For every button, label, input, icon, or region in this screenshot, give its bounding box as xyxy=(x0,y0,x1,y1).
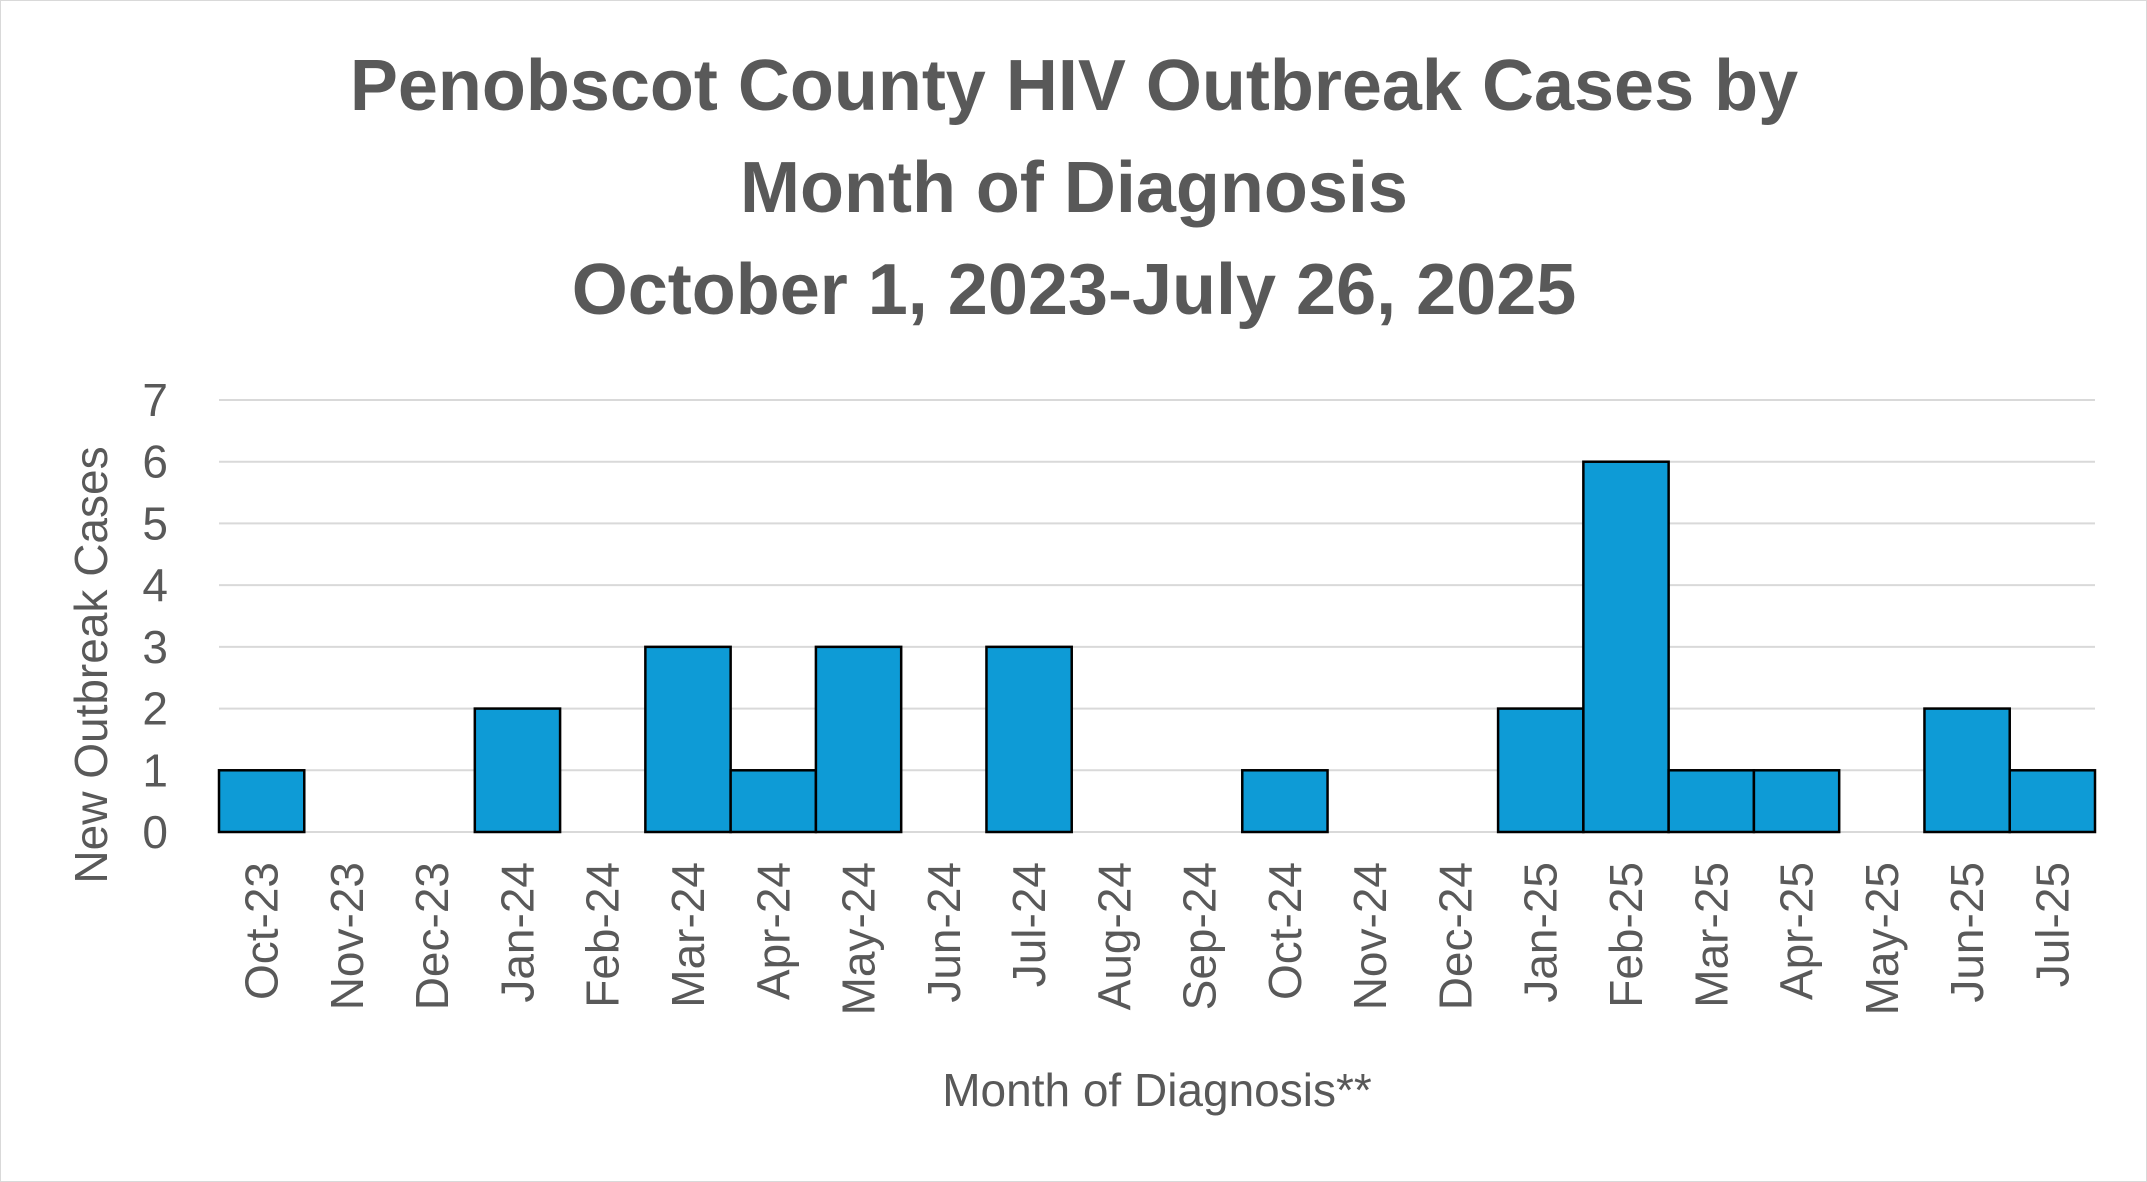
x-tick-label: May-24 xyxy=(833,862,885,1015)
bar-feb-25 xyxy=(1582,460,1670,834)
x-tick-label: May-25 xyxy=(1856,862,1908,1015)
chart-title-line-1: Penobscot County HIV Outbreak Cases by xyxy=(350,46,1798,126)
x-tick-label: Dec-23 xyxy=(406,862,458,1010)
bar-jan-24 xyxy=(473,707,562,834)
bars xyxy=(217,460,2097,834)
x-tick-label: Jun-24 xyxy=(918,862,970,1003)
x-tick-label: Feb-24 xyxy=(577,862,629,1008)
bar-jan-25 xyxy=(1496,707,1585,834)
x-tick-label: Jul-25 xyxy=(2026,862,2078,987)
y-tick-label: 4 xyxy=(142,559,168,611)
x-tick-label: Nov-24 xyxy=(1344,862,1396,1010)
x-tick-label: Mar-24 xyxy=(662,862,714,1008)
bar-may-24 xyxy=(814,645,903,834)
chart-title-line-2: Month of Diagnosis xyxy=(740,148,1408,228)
bar-apr-24 xyxy=(729,769,818,834)
bar-mar-24 xyxy=(644,645,732,834)
y-tick-label: 5 xyxy=(142,497,168,549)
x-tick-label: Apr-25 xyxy=(1771,862,1823,1000)
chart-title: Penobscot County HIV Outbreak Cases by M… xyxy=(350,46,1798,330)
chart-title-line-3: October 1, 2023-July 26, 2025 xyxy=(572,250,1577,330)
y-axis-label: New Outbreak Cases xyxy=(65,446,117,883)
x-tick-label: Aug-24 xyxy=(1088,862,1140,1010)
bar-oct-23 xyxy=(217,769,306,834)
x-axis-ticks: Oct-23 Nov-23 Dec-23 Jan-24 Feb-24 Mar-24 Apr-… xyxy=(236,862,2079,1015)
bar-oct-24 xyxy=(1241,769,1329,834)
y-tick-label: 7 xyxy=(142,374,168,426)
bar-jul-24 xyxy=(985,645,1073,834)
x-tick-label: Jan-25 xyxy=(1515,862,1567,1003)
x-tick-label: Oct-24 xyxy=(1259,862,1311,1000)
bar-jun-25 xyxy=(1923,707,2011,834)
x-tick-label: Jul-24 xyxy=(1003,862,1055,987)
y-tick-label: 1 xyxy=(142,744,168,796)
y-axis-ticks: 0 1 2 3 4 5 6 7 xyxy=(142,374,168,858)
y-tick-label: 2 xyxy=(142,683,168,735)
x-tick-label: Jan-24 xyxy=(491,862,543,1003)
x-tick-label: Dec-24 xyxy=(1429,862,1481,1010)
x-tick-label: Apr-24 xyxy=(747,862,799,1000)
y-tick-label: 3 xyxy=(142,621,168,673)
bar-mar-25 xyxy=(1667,769,1756,834)
y-tick-label: 6 xyxy=(142,436,168,488)
x-axis-label: Month of Diagnosis** xyxy=(942,1064,1372,1116)
x-tick-label: Mar-25 xyxy=(1685,862,1737,1008)
x-tick-label: Sep-24 xyxy=(1174,862,1226,1010)
x-tick-label: Oct-23 xyxy=(236,862,288,1000)
x-tick-label: Nov-23 xyxy=(321,862,373,1010)
x-tick-label: Feb-25 xyxy=(1600,862,1652,1008)
bar-apr-25 xyxy=(1752,769,1841,834)
x-tick-label: Jun-25 xyxy=(1941,862,1993,1003)
bar-jul-25 xyxy=(2008,769,2097,834)
y-tick-label: 0 xyxy=(142,806,168,858)
